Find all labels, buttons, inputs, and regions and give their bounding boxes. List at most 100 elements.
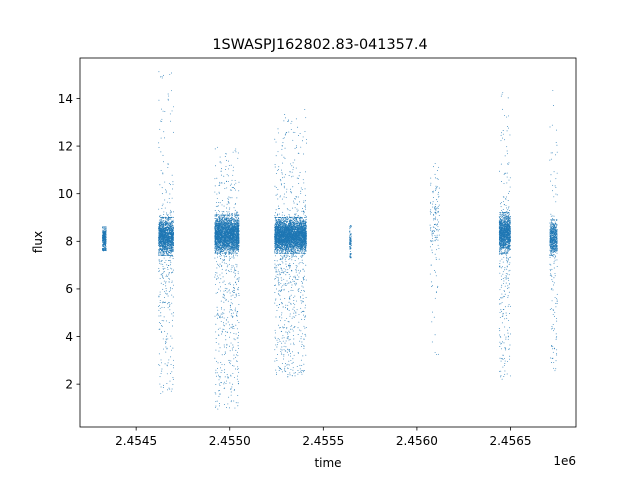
data-point — [235, 236, 237, 238]
data-point — [161, 320, 163, 322]
data-point — [163, 240, 165, 242]
data-point — [164, 241, 166, 243]
data-point — [162, 391, 164, 393]
data-point — [170, 184, 171, 186]
data-point — [165, 343, 166, 345]
data-point — [228, 216, 230, 218]
data-point — [161, 306, 163, 308]
data-point — [215, 245, 217, 247]
data-point — [170, 229, 171, 231]
data-point — [160, 222, 162, 224]
data-point — [102, 239, 104, 240]
data-point — [163, 271, 165, 273]
data-point — [105, 239, 107, 240]
data-point — [166, 253, 168, 255]
data-point — [166, 335, 167, 337]
data-point — [170, 252, 172, 254]
data-point — [162, 203, 164, 205]
data-point — [170, 221, 172, 223]
data-point — [102, 242, 104, 244]
data-point — [166, 223, 168, 225]
data-point — [169, 193, 171, 195]
data-point — [170, 209, 172, 211]
data-point — [160, 237, 162, 239]
data-point — [161, 193, 163, 195]
data-point — [164, 262, 166, 263]
data-point — [104, 248, 106, 250]
data-point — [161, 246, 163, 248]
data-point — [159, 128, 161, 130]
data-point — [102, 244, 104, 246]
data-point — [170, 217, 172, 218]
data-point — [226, 249, 228, 251]
data-point — [169, 227, 171, 229]
data-point — [172, 247, 173, 249]
data-point — [164, 218, 166, 219]
data-point — [162, 217, 164, 219]
data-point — [163, 236, 165, 238]
data-point — [104, 237, 106, 239]
data-point — [160, 224, 162, 226]
data-point — [165, 275, 167, 277]
data-point — [168, 232, 170, 234]
data-point — [168, 218, 170, 219]
data-point — [159, 226, 161, 228]
data-point — [161, 240, 163, 242]
data-point — [160, 248, 162, 250]
data-point — [158, 306, 160, 308]
data-point — [158, 328, 160, 330]
data-point — [159, 248, 161, 250]
data-point — [225, 234, 226, 236]
data-point — [104, 240, 106, 242]
data-point — [163, 251, 165, 253]
data-point — [221, 245, 223, 246]
data-point — [159, 364, 161, 366]
data-point — [158, 147, 160, 148]
data-point — [104, 237, 106, 239]
data-point — [233, 248, 235, 250]
data-point — [165, 281, 167, 283]
data-point — [105, 229, 107, 231]
data-point — [167, 229, 169, 231]
data-point — [165, 221, 167, 222]
data-point — [169, 254, 171, 256]
data-point — [228, 249, 230, 251]
data-point — [237, 252, 238, 254]
data-point — [170, 214, 172, 216]
data-point — [217, 216, 219, 218]
data-point — [163, 237, 165, 239]
data-point — [170, 245, 172, 247]
data-point — [161, 245, 162, 246]
data-point — [162, 243, 164, 245]
data-point — [169, 202, 171, 204]
data-point — [169, 305, 171, 307]
data-point — [103, 228, 105, 230]
data-point — [168, 359, 170, 361]
data-point — [161, 273, 163, 275]
data-point — [231, 247, 232, 249]
data-point — [233, 240, 235, 242]
data-point — [160, 274, 162, 276]
data-point — [167, 249, 168, 251]
data-point — [231, 224, 233, 226]
data-point — [160, 263, 162, 265]
data-point — [223, 224, 225, 226]
data-point — [171, 229, 173, 230]
data-point — [160, 246, 161, 248]
data-point — [167, 303, 168, 305]
data-point — [163, 223, 165, 225]
data-point — [164, 247, 166, 248]
data-point — [164, 234, 166, 236]
data-point — [104, 239, 106, 241]
data-point — [102, 240, 104, 242]
data-point — [158, 241, 160, 243]
data-point — [160, 239, 162, 241]
data-point — [161, 219, 163, 221]
data-point — [163, 224, 165, 226]
data-point — [166, 248, 168, 249]
data-point — [226, 241, 228, 243]
data-point — [161, 362, 162, 364]
data-point — [226, 248, 228, 250]
data-point — [105, 226, 107, 228]
data-point — [165, 245, 167, 247]
